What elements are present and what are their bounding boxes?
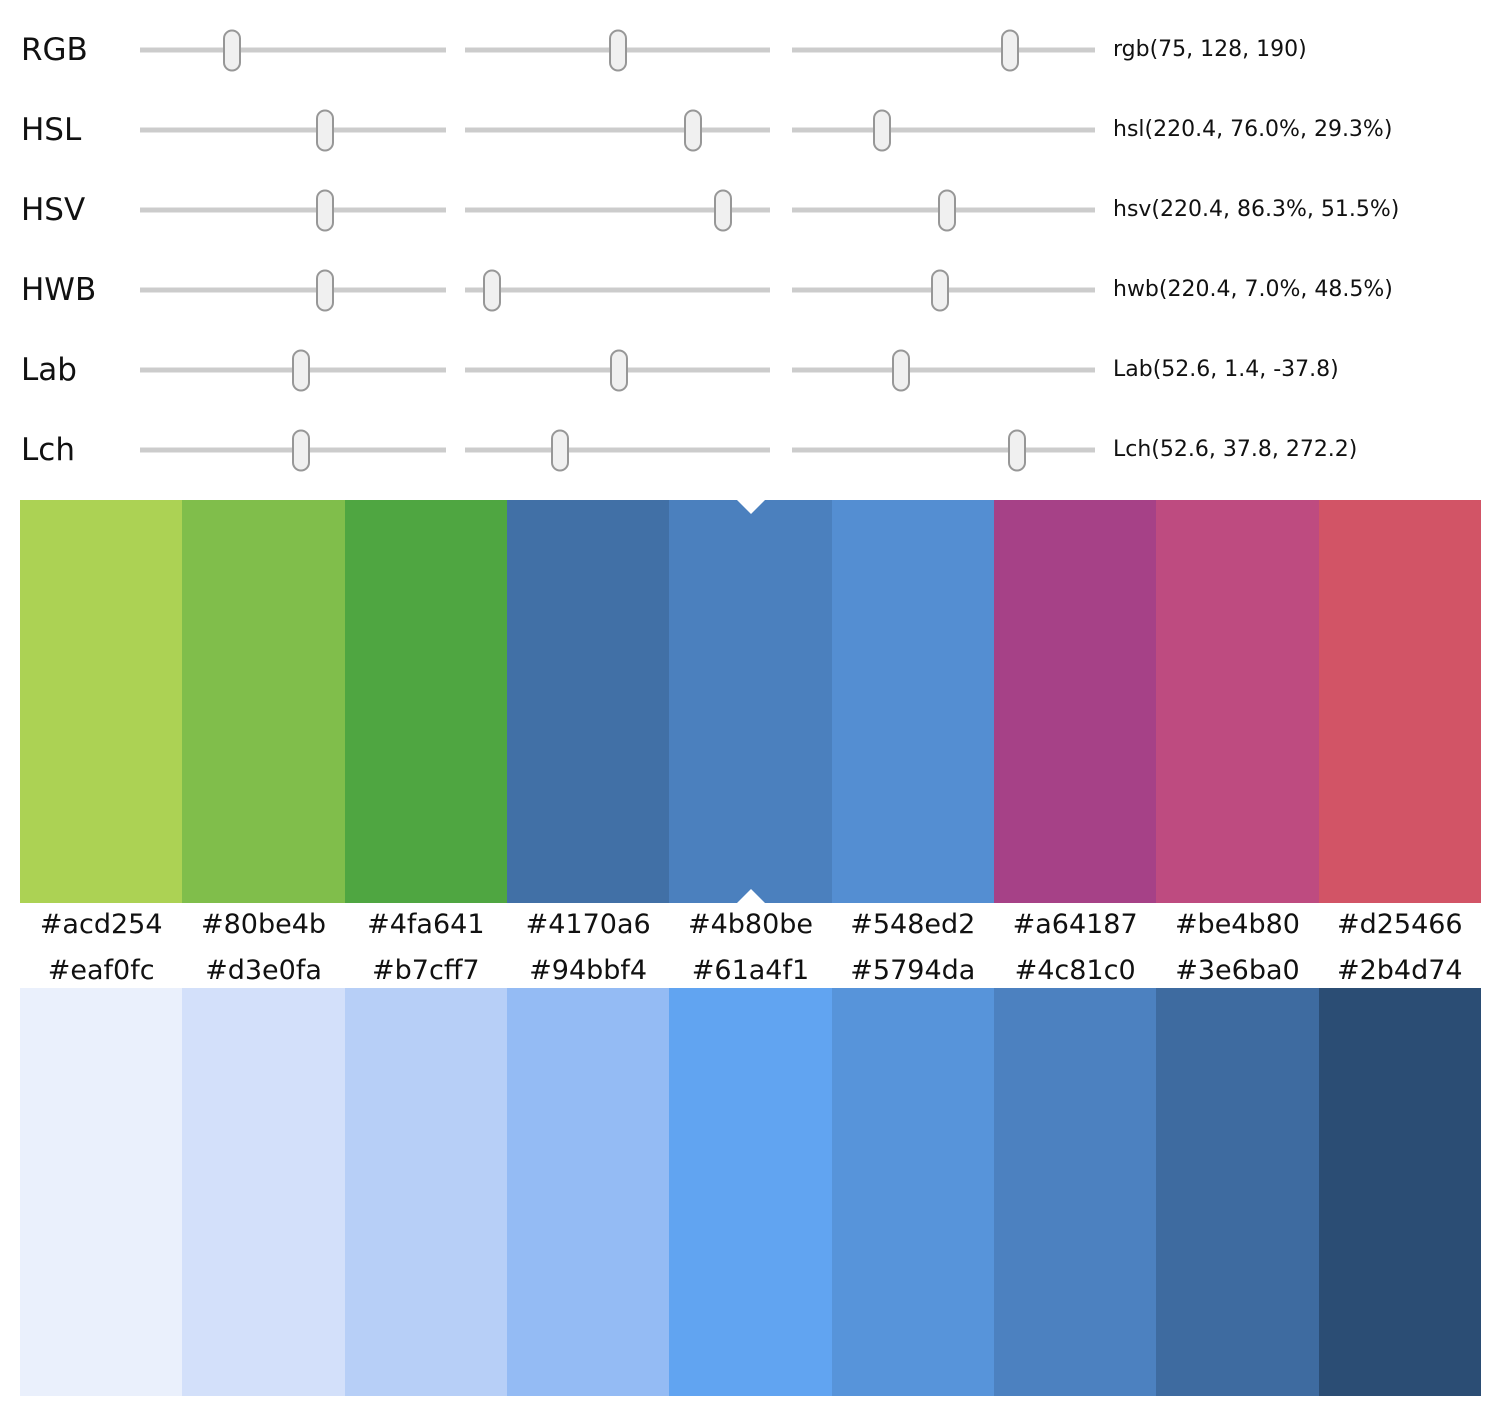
hwb-w-slider-thumb[interactable] [483,269,502,311]
shade-swatch[interactable] [831,988,994,1396]
rgb-g-slider-track[interactable] [465,29,770,71]
slider-row-rgb: RGB rgb(75, 128, 190) [0,10,1501,90]
hue-swatch-selected[interactable] [669,500,832,903]
shade-swatch[interactable] [1318,988,1481,1396]
lch-value-text: Lch(52.6, 37.8, 272.2) [1113,437,1358,462]
shade-palette [20,988,1481,1396]
hue-swatch[interactable] [993,500,1157,903]
hsl-value-text: hsl(220.4, 76.0%, 29.3%) [1113,117,1393,142]
shade-hex-row: #eaf0fc #d3e0fa #b7cff7 #94bbf4 #61a4f1 … [20,953,1481,989]
hex-code-label: #eaf0fc [47,955,155,986]
hex-code-label: #d3e0fa [205,955,322,986]
lch-h-slider-thumb[interactable] [1007,429,1026,471]
shade-swatch[interactable] [344,988,507,1396]
hsv-s-slider-thumb[interactable] [714,189,732,231]
hue-swatch[interactable] [1156,500,1319,903]
slider-row-lab: Lab Lab(52.6, 1.4, -37.8) [0,330,1501,410]
lab-b-slider-track[interactable] [792,349,1095,391]
lch-h-slider-track[interactable] [792,429,1095,471]
hue-hex-row: #acd254 #80be4b #4fa641 #4170a6 #4b80be … [20,907,1481,943]
hwb-h-slider-thumb[interactable] [316,269,335,311]
hsl-h-slider-thumb[interactable] [316,109,335,151]
colorspace-label-lab: Lab [21,352,77,388]
lch-l-slider-thumb[interactable] [292,429,311,471]
hex-code-label: #4fa641 [367,909,485,940]
hue-swatch[interactable] [831,500,994,903]
lch-c-slider-thumb[interactable] [550,429,569,471]
hwb-value-text: hwb(220.4, 7.0%, 48.5%) [1113,277,1393,302]
hex-code-label: #4c81c0 [1014,955,1136,986]
selected-swatch-notch-bottom-icon [736,889,765,903]
hsl-h-slider-track[interactable] [140,109,446,151]
colorspace-label-hsl: HSL [21,112,82,148]
shade-swatch[interactable] [182,988,345,1396]
lab-b-slider-thumb[interactable] [892,349,911,391]
hex-code-label: #4170a6 [525,909,651,940]
hex-code-label: #548ed2 [850,909,976,940]
hsv-v-slider-track[interactable] [792,189,1095,231]
slider-row-hsv: HSV hsv(220.4, 86.3%, 51.5%) [0,170,1501,250]
hex-code-label: #5794da [850,955,976,986]
hsv-h-slider-track[interactable] [140,189,446,231]
hsv-h-slider-thumb[interactable] [316,189,335,231]
shade-swatch[interactable] [669,988,832,1396]
hex-code-label: #4b80be [687,909,813,940]
hue-swatch[interactable] [182,500,345,903]
hsl-l-slider-thumb[interactable] [873,109,892,151]
lab-l-slider-thumb[interactable] [291,349,310,391]
hwb-b-slider-track[interactable] [792,269,1095,311]
hwb-b-slider-thumb[interactable] [930,269,949,311]
hue-swatch[interactable] [344,500,507,903]
hex-code-label: #d25466 [1336,909,1463,940]
lab-l-slider-track[interactable] [140,349,446,391]
slider-row-hsl: HSL hsl(220.4, 76.0%, 29.3%) [0,90,1501,170]
shade-swatch[interactable] [20,988,183,1396]
hex-code-label: #b7cff7 [372,955,480,986]
shade-swatch[interactable] [506,988,670,1396]
slider-row-lch: Lch Lch(52.6, 37.8, 272.2) [0,410,1501,490]
hue-palette [20,500,1481,903]
shade-swatch[interactable] [1156,988,1319,1396]
colorspace-label-hsv: HSV [21,192,86,228]
rgb-g-slider-thumb[interactable] [608,29,627,71]
colorspace-label-lch: Lch [21,432,75,468]
colorspace-label-hwb: HWB [21,272,97,308]
hsv-value-text: hsv(220.4, 86.3%, 51.5%) [1113,197,1400,222]
lab-a-slider-thumb[interactable] [610,349,629,391]
hex-code-label: #80be4b [200,909,327,940]
lab-a-slider-track[interactable] [465,349,770,391]
lab-value-text: Lab(52.6, 1.4, -37.8) [1113,357,1339,382]
hsl-s-slider-track[interactable] [465,109,770,151]
hue-swatch[interactable] [20,500,183,903]
hsl-s-slider-thumb[interactable] [683,109,702,151]
lch-c-slider-track[interactable] [465,429,770,471]
rgb-value-text: rgb(75, 128, 190) [1113,37,1307,62]
hue-swatch[interactable] [1318,500,1481,903]
hex-code-label: #94bbf4 [529,955,648,986]
rgb-b-slider-track[interactable] [792,29,1095,71]
rgb-r-slider-track[interactable] [140,29,446,71]
rgb-b-slider-thumb[interactable] [1001,29,1020,71]
slider-row-hwb: HWB hwb(220.4, 7.0%, 48.5%) [0,250,1501,330]
hex-code-label: #a64187 [1012,909,1138,940]
hsv-v-slider-thumb[interactable] [938,189,957,231]
hex-code-label: #acd254 [39,909,163,940]
selected-swatch-notch-top-icon [736,500,765,514]
hwb-w-slider-track[interactable] [465,269,770,311]
hex-code-label: #be4b80 [1174,909,1300,940]
rgb-r-slider-thumb[interactable] [222,29,241,71]
hex-code-label: #3e6ba0 [1175,955,1300,986]
hsv-s-slider-track[interactable] [465,189,770,231]
hue-swatch[interactable] [506,500,670,903]
hex-code-label: #61a4f1 [691,955,810,986]
hex-code-label: #2b4d74 [1336,955,1463,986]
colorspace-label-rgb: RGB [21,32,88,68]
hwb-h-slider-track[interactable] [140,269,446,311]
hsl-l-slider-track[interactable] [792,109,1095,151]
shade-swatch[interactable] [993,988,1157,1396]
lch-l-slider-track[interactable] [140,429,446,471]
